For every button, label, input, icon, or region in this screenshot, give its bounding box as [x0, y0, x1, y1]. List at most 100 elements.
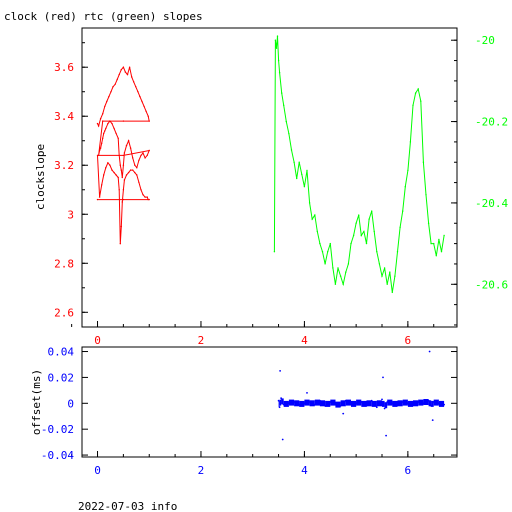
rtc-slope-point — [329, 242, 331, 245]
clock-slope-point — [124, 71, 127, 73]
clock-slope-point — [102, 137, 104, 139]
slope-y-tick-label: 3.4 — [54, 110, 74, 123]
offset-point — [385, 434, 387, 437]
slope-axis-ticks: 0 2 4 6 2.6 2.8 3 3.2 3.4 3.6 -20 -20.2 -20.4 -20.6 — [54, 34, 508, 347]
rtc-slope-point — [276, 35, 279, 37]
rtc-slope-point — [288, 133, 290, 135]
offset-point — [308, 401, 311, 403]
clock-slope-point — [147, 115, 149, 117]
rtc-slope-point — [327, 251, 329, 253]
offset-y-tick-label: -0.04 — [41, 449, 74, 462]
offset-band-segment — [413, 400, 419, 407]
offset-band-segment — [294, 400, 300, 407]
clock-slope-point — [131, 76, 133, 78]
offset-band-segment — [382, 400, 385, 407]
offset-point — [277, 399, 280, 402]
clock-slope-point — [132, 169, 134, 171]
offset-band-segment — [371, 400, 377, 407]
rtc-slope-point — [334, 283, 337, 285]
slope-x-tick-label: 4 — [301, 334, 308, 347]
rtc-slope-point — [332, 267, 334, 269]
clock-slope-point — [111, 122, 113, 125]
offset-band-segment — [438, 400, 445, 407]
rtc-slope-point — [386, 283, 388, 285]
slope-x-tick-label: 6 — [405, 334, 412, 347]
offset-band-segment — [299, 400, 305, 407]
clock-slope-point — [143, 105, 145, 108]
rtc-slope-point — [350, 242, 352, 245]
rtc-slope-point — [352, 234, 355, 237]
clock-slope-point — [140, 154, 142, 157]
rtc-slope-point — [337, 267, 339, 269]
rtc-slope-point — [296, 177, 298, 180]
clock-slope-point — [118, 73, 120, 76]
rtc-slope-point — [376, 251, 378, 253]
offset-band-segment — [376, 400, 382, 407]
offset-band-segment — [356, 399, 362, 406]
offset-point — [298, 403, 301, 406]
clock-slope-point — [144, 157, 146, 159]
offset-point — [381, 398, 383, 401]
offset-band-segment — [431, 400, 434, 407]
clock-slope-point — [117, 137, 119, 139]
clock-slope-point — [129, 147, 132, 149]
clock-slope-point — [119, 164, 122, 166]
rtc-slope-point — [381, 275, 383, 277]
rtc-slope-point — [293, 161, 295, 163]
slope-y-tick-label: 3.6 — [54, 61, 74, 74]
clock-slope-point — [129, 169, 132, 171]
offset-series-group — [277, 350, 445, 441]
rtc-slope-point — [427, 222, 430, 224]
rtc-slope-point — [342, 283, 344, 285]
clock-slope-point — [107, 162, 109, 164]
offset-band-segment — [281, 398, 284, 405]
clock-slope-point — [106, 100, 108, 103]
clock-slope-point — [105, 167, 107, 169]
offset-point — [355, 402, 357, 405]
offset-panel: offset(ms) 0 2 4 6 0.04 0.02 0 -0.02 -0.04 — [30, 346, 458, 477]
slope-plot-frame — [81, 27, 458, 328]
clock-slope-point — [141, 100, 143, 103]
offset-band-segment — [314, 399, 320, 406]
offset-point — [303, 402, 306, 405]
clock-slope-point — [148, 120, 150, 122]
offset-point — [365, 405, 368, 407]
rtc-slope-point — [391, 291, 393, 294]
offset-point — [386, 401, 389, 403]
clock-slope-point — [96, 122, 99, 125]
clock-slope-point — [112, 86, 114, 88]
offset-band-segment — [418, 399, 424, 406]
rtc-slope-point — [345, 271, 347, 273]
offset-point — [396, 403, 399, 406]
clock-slope-point — [109, 120, 111, 122]
clock-slope-point — [146, 154, 148, 157]
rtc-slope-point — [417, 88, 419, 90]
slope-y2-tick-label: -20.4 — [475, 197, 508, 210]
clock-slope-point — [128, 66, 131, 68]
offset-point — [412, 403, 414, 406]
offset-point — [417, 401, 420, 403]
slope-y-tick-label: 3 — [67, 208, 74, 221]
clock-slope-point — [113, 171, 115, 174]
rtc-slope-point — [414, 92, 417, 94]
rtc-slope-point — [308, 202, 311, 204]
rtc-slope-point — [363, 230, 365, 233]
clock-slope-point — [121, 176, 124, 179]
clock-slope-point — [122, 66, 125, 68]
offset-band-segment — [397, 400, 403, 407]
clock-slope-point — [99, 147, 102, 149]
rtc-slope-point — [306, 169, 308, 172]
rtc-slope-point — [440, 251, 443, 253]
clock-slope-point — [120, 69, 123, 71]
rtc-slope-point — [355, 222, 357, 224]
clock-slope-point — [121, 201, 124, 203]
offset-point — [329, 401, 332, 403]
clock-slope-point — [135, 86, 137, 88]
rtc-slope-point — [438, 238, 440, 241]
rtc-slope-point — [365, 242, 368, 245]
offset-point — [391, 402, 394, 405]
clock-slope-point — [114, 83, 116, 86]
offset-band-segment — [392, 400, 398, 407]
clock-slope-point — [99, 118, 102, 120]
rtc-slope-point — [407, 169, 409, 172]
